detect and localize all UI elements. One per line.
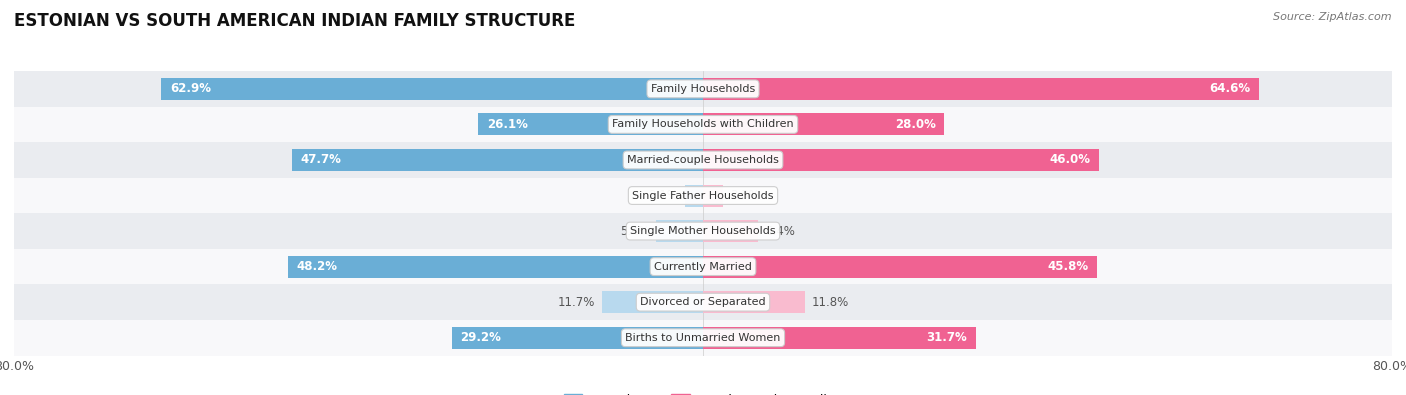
Text: ESTONIAN VS SOUTH AMERICAN INDIAN FAMILY STRUCTURE: ESTONIAN VS SOUTH AMERICAN INDIAN FAMILY… xyxy=(14,12,575,30)
Bar xyxy=(14,142,1392,178)
Text: 64.6%: 64.6% xyxy=(1209,83,1251,95)
Text: 6.4%: 6.4% xyxy=(765,225,794,237)
Text: 45.8%: 45.8% xyxy=(1047,260,1088,273)
Text: Source: ZipAtlas.com: Source: ZipAtlas.com xyxy=(1274,12,1392,22)
Text: 48.2%: 48.2% xyxy=(297,260,337,273)
Text: 31.7%: 31.7% xyxy=(927,331,967,344)
Text: Single Mother Households: Single Mother Households xyxy=(630,226,776,236)
Bar xyxy=(478,113,703,135)
Bar xyxy=(14,320,1392,356)
Text: 5.4%: 5.4% xyxy=(620,225,650,237)
Bar xyxy=(292,149,703,171)
Text: 26.1%: 26.1% xyxy=(486,118,527,131)
Text: 46.0%: 46.0% xyxy=(1049,154,1091,166)
Bar xyxy=(703,327,976,349)
Text: 29.2%: 29.2% xyxy=(460,331,501,344)
Bar xyxy=(703,78,1260,100)
Bar xyxy=(703,256,1098,278)
Bar xyxy=(14,178,1392,213)
Text: Single Father Households: Single Father Households xyxy=(633,190,773,201)
Bar xyxy=(685,184,703,207)
Bar xyxy=(14,284,1392,320)
Bar xyxy=(703,184,723,207)
Text: 62.9%: 62.9% xyxy=(170,83,211,95)
Text: Family Households: Family Households xyxy=(651,84,755,94)
Bar xyxy=(703,113,945,135)
Text: 28.0%: 28.0% xyxy=(894,118,935,131)
Bar xyxy=(451,327,703,349)
Bar xyxy=(602,291,703,313)
Text: 2.1%: 2.1% xyxy=(648,189,678,202)
Text: 11.7%: 11.7% xyxy=(558,296,595,308)
Text: Family Households with Children: Family Households with Children xyxy=(612,119,794,130)
Text: 11.8%: 11.8% xyxy=(811,296,849,308)
Legend: Estonian, South American Indian: Estonian, South American Indian xyxy=(558,389,848,395)
Bar xyxy=(703,220,758,242)
Bar xyxy=(288,256,703,278)
Bar xyxy=(14,107,1392,142)
Bar xyxy=(14,71,1392,107)
Text: Divorced or Separated: Divorced or Separated xyxy=(640,297,766,307)
Bar xyxy=(14,213,1392,249)
Text: 47.7%: 47.7% xyxy=(301,154,342,166)
Bar xyxy=(14,249,1392,284)
Bar xyxy=(162,78,703,100)
Text: Currently Married: Currently Married xyxy=(654,261,752,272)
Text: Married-couple Households: Married-couple Households xyxy=(627,155,779,165)
Bar xyxy=(657,220,703,242)
Text: 2.3%: 2.3% xyxy=(730,189,759,202)
Text: Births to Unmarried Women: Births to Unmarried Women xyxy=(626,333,780,343)
Bar xyxy=(703,291,804,313)
Bar xyxy=(703,149,1099,171)
